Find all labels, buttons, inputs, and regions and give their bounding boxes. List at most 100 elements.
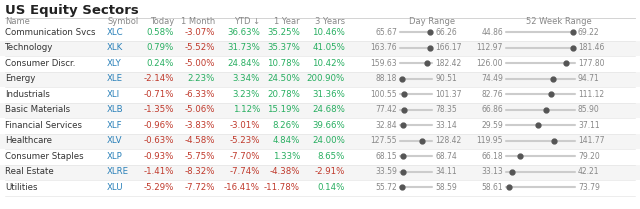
Text: 3.23%: 3.23% xyxy=(232,90,260,99)
Bar xyxy=(0,56,640,71)
Text: 58.61: 58.61 xyxy=(481,183,503,192)
Text: XLP: XLP xyxy=(107,152,123,161)
Text: 42.21: 42.21 xyxy=(578,167,600,176)
Text: XLRE: XLRE xyxy=(107,167,129,176)
Text: 33.59: 33.59 xyxy=(375,167,397,176)
Text: 52 Week Range: 52 Week Range xyxy=(525,17,591,26)
Text: US Equity Sectors: US Equity Sectors xyxy=(5,4,139,17)
Text: 68.74: 68.74 xyxy=(435,152,457,161)
Text: 34.11: 34.11 xyxy=(435,167,456,176)
Text: -0.93%: -0.93% xyxy=(143,152,174,161)
Text: 177.80: 177.80 xyxy=(578,59,605,68)
Text: -1.35%: -1.35% xyxy=(143,105,174,114)
Text: 78.35: 78.35 xyxy=(435,105,457,114)
Text: 94.71: 94.71 xyxy=(578,74,600,83)
Text: -8.32%: -8.32% xyxy=(184,167,215,176)
Text: -0.63%: -0.63% xyxy=(143,136,174,145)
Text: -3.01%: -3.01% xyxy=(230,121,260,130)
Text: 166.17: 166.17 xyxy=(435,43,461,52)
Text: 55.72: 55.72 xyxy=(375,183,397,192)
Text: 66.18: 66.18 xyxy=(481,152,503,161)
Text: 4.84%: 4.84% xyxy=(273,136,300,145)
Bar xyxy=(0,41,640,56)
Text: 82.76: 82.76 xyxy=(481,90,503,99)
Text: 35.25%: 35.25% xyxy=(267,28,300,37)
Text: 3 Years: 3 Years xyxy=(315,17,345,26)
Text: -3.83%: -3.83% xyxy=(184,121,215,130)
Text: -7.72%: -7.72% xyxy=(184,183,215,192)
Text: -11.78%: -11.78% xyxy=(264,183,300,192)
Text: 77.42: 77.42 xyxy=(375,105,397,114)
Text: 20.78%: 20.78% xyxy=(267,90,300,99)
Text: 1.33%: 1.33% xyxy=(273,152,300,161)
Text: XLY: XLY xyxy=(107,59,122,68)
Text: 74.49: 74.49 xyxy=(481,74,503,83)
Text: 200.90%: 200.90% xyxy=(307,74,345,83)
Text: 33.13: 33.13 xyxy=(481,167,503,176)
Text: 88.18: 88.18 xyxy=(376,74,397,83)
Text: XLK: XLK xyxy=(107,43,124,52)
Bar xyxy=(0,87,640,102)
Text: 41.05%: 41.05% xyxy=(312,43,345,52)
Text: -7.70%: -7.70% xyxy=(230,152,260,161)
Bar xyxy=(0,118,640,134)
Text: 10.42%: 10.42% xyxy=(312,59,345,68)
Text: -16.41%: -16.41% xyxy=(224,183,260,192)
Text: 0.79%: 0.79% xyxy=(147,43,174,52)
Text: 0.24%: 0.24% xyxy=(147,59,174,68)
Text: Consumer Staples: Consumer Staples xyxy=(5,152,84,161)
Text: 31.36%: 31.36% xyxy=(312,90,345,99)
Text: 85.90: 85.90 xyxy=(578,105,600,114)
Bar xyxy=(0,180,640,195)
Text: 69.22: 69.22 xyxy=(578,28,600,37)
Text: XLI: XLI xyxy=(107,90,120,99)
Text: -1.41%: -1.41% xyxy=(143,167,174,176)
Text: 126.00: 126.00 xyxy=(477,59,503,68)
Text: Basic Materials: Basic Materials xyxy=(5,105,70,114)
Text: XLU: XLU xyxy=(107,183,124,192)
Text: Real Estate: Real Estate xyxy=(5,167,54,176)
Bar xyxy=(0,102,640,118)
Text: 79.20: 79.20 xyxy=(578,152,600,161)
Text: 1 Month: 1 Month xyxy=(180,17,215,26)
Text: 119.95: 119.95 xyxy=(477,136,503,145)
Text: 182.42: 182.42 xyxy=(435,59,461,68)
Text: XLE: XLE xyxy=(107,74,123,83)
Text: 111.12: 111.12 xyxy=(578,90,604,99)
Text: -2.14%: -2.14% xyxy=(143,74,174,83)
Text: 24.00%: 24.00% xyxy=(312,136,345,145)
Text: Technology: Technology xyxy=(5,43,53,52)
Text: 1 Year: 1 Year xyxy=(275,17,300,26)
Text: -5.23%: -5.23% xyxy=(230,136,260,145)
Text: 44.86: 44.86 xyxy=(481,28,503,37)
Text: -5.75%: -5.75% xyxy=(184,152,215,161)
Text: 0.58%: 0.58% xyxy=(147,28,174,37)
Text: 8.65%: 8.65% xyxy=(317,152,345,161)
Text: 1.12%: 1.12% xyxy=(232,105,260,114)
Text: -5.52%: -5.52% xyxy=(184,43,215,52)
Text: Utilities: Utilities xyxy=(5,183,38,192)
Text: -4.38%: -4.38% xyxy=(269,167,300,176)
Text: XLC: XLC xyxy=(107,28,124,37)
Text: 24.68%: 24.68% xyxy=(312,105,345,114)
Text: YTD ↓: YTD ↓ xyxy=(234,17,260,26)
Text: 141.77: 141.77 xyxy=(578,136,605,145)
Text: 159.63: 159.63 xyxy=(371,59,397,68)
Text: 36.63%: 36.63% xyxy=(227,28,260,37)
Text: 100.55: 100.55 xyxy=(371,90,397,99)
Text: Symbol: Symbol xyxy=(107,17,138,26)
Text: 24.50%: 24.50% xyxy=(267,74,300,83)
Text: Healthcare: Healthcare xyxy=(5,136,52,145)
Text: 15.19%: 15.19% xyxy=(268,105,300,114)
Text: 24.84%: 24.84% xyxy=(227,59,260,68)
Text: Day Range: Day Range xyxy=(409,17,455,26)
Text: XLV: XLV xyxy=(107,136,122,145)
Text: 39.66%: 39.66% xyxy=(312,121,345,130)
Text: 101.37: 101.37 xyxy=(435,90,461,99)
Text: 163.76: 163.76 xyxy=(371,43,397,52)
Text: 3.34%: 3.34% xyxy=(232,74,260,83)
Text: 128.42: 128.42 xyxy=(435,136,461,145)
Text: -7.74%: -7.74% xyxy=(230,167,260,176)
Text: Today: Today xyxy=(150,17,174,26)
Text: 68.15: 68.15 xyxy=(376,152,397,161)
